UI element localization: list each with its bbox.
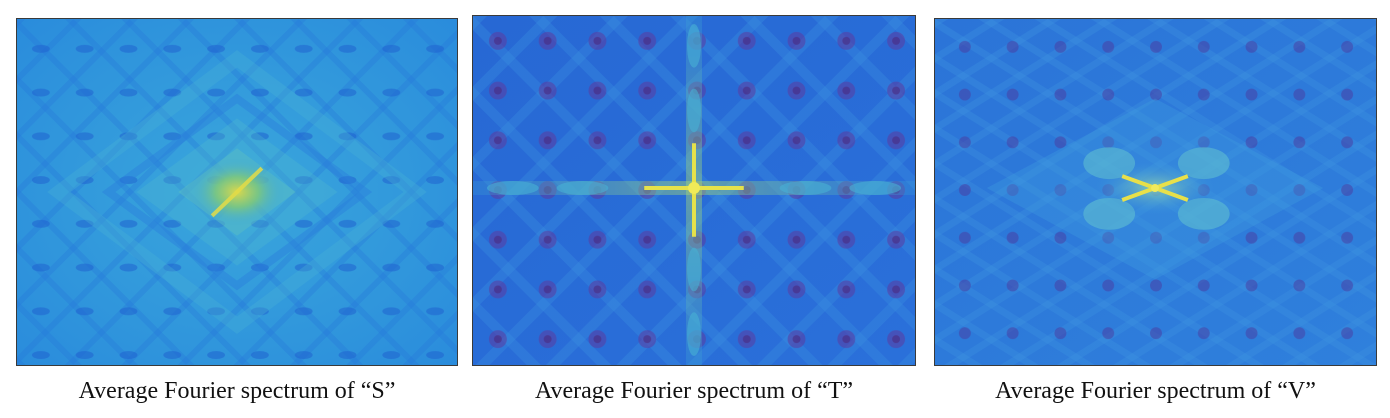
caption-s: Average Fourier spectrum of “S” — [78, 378, 396, 404]
spectrum-t-graphic — [473, 16, 915, 365]
caption-t: Average Fourier spectrum of “T” — [534, 378, 854, 404]
spectrum-image-s — [16, 18, 458, 366]
caption-v: Average Fourier spectrum of “V” — [995, 378, 1316, 404]
spectrum-image-t — [472, 15, 916, 366]
spectrum-v-graphic — [935, 19, 1376, 365]
spectrum-image-v — [934, 18, 1377, 366]
spectrum-s-graphic — [17, 19, 457, 365]
